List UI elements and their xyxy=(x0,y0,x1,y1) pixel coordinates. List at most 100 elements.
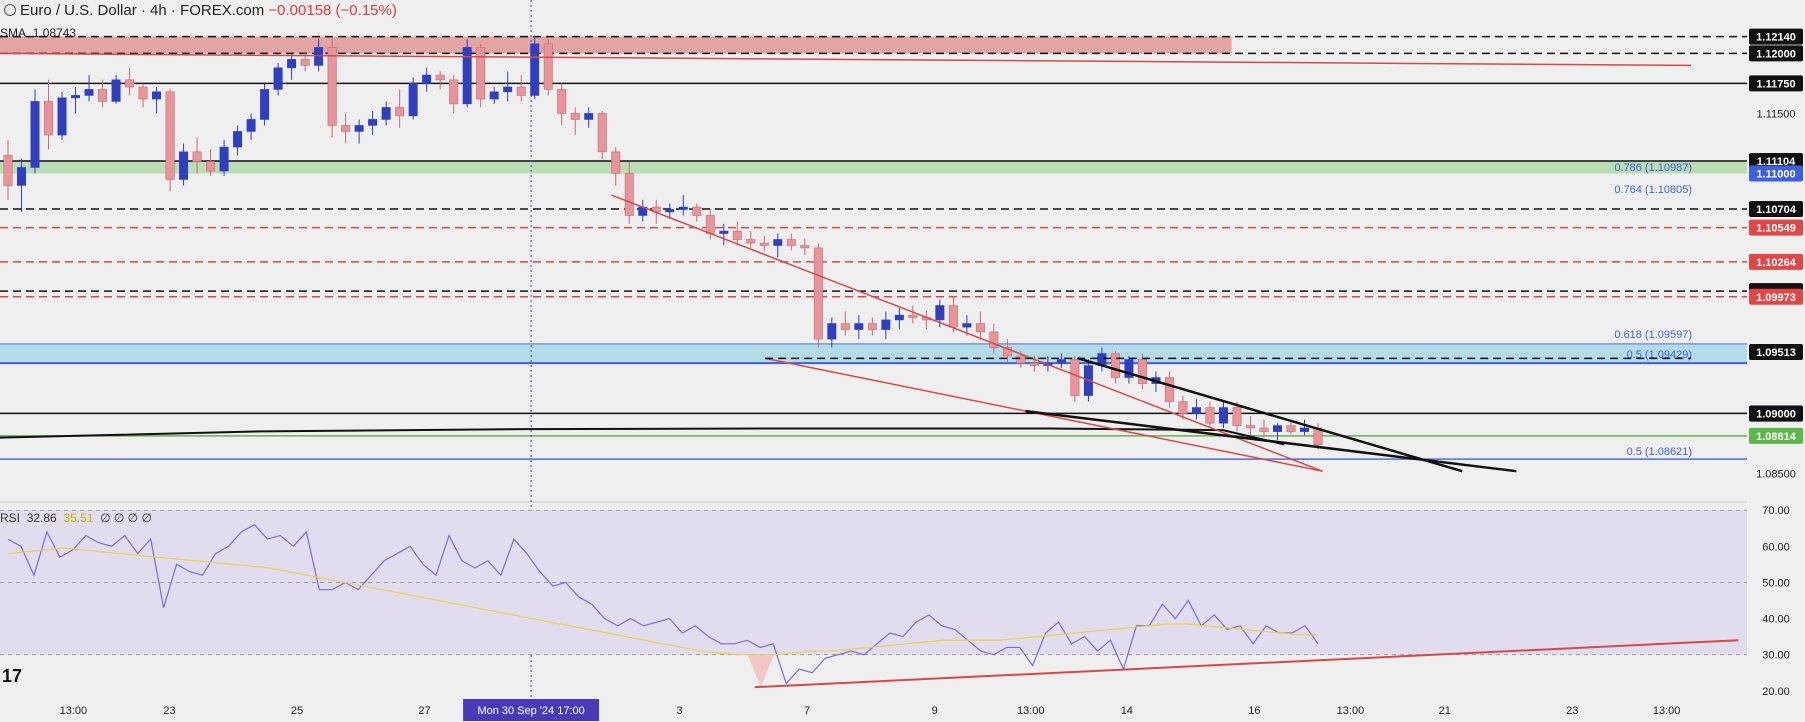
symbol-title[interactable]: Euro / U.S. Dollar · 4h · FOREX.com xyxy=(20,2,265,19)
price-label-15[interactable]: 1.08814 xyxy=(1756,431,1797,443)
candle-body-95 xyxy=(1286,425,1296,432)
candle-body-71 xyxy=(962,323,972,328)
zone-fib-green xyxy=(0,160,1747,174)
time-label-2[interactable]: 25 xyxy=(291,705,303,717)
price-label-4[interactable]: 1.11104 xyxy=(1757,156,1796,168)
time-label-14[interactable]: 13:00 xyxy=(1653,705,1681,717)
candle-body-43 xyxy=(584,113,594,120)
price-label-bg-7 xyxy=(1749,219,1803,236)
price-label-3[interactable]: 1.11500 xyxy=(1757,108,1796,120)
trendline-red-top-resistance xyxy=(0,52,1692,67)
candle-body-2 xyxy=(30,101,40,168)
candle-body-29 xyxy=(395,107,405,117)
crosshair-time-label[interactable]: Mon 30 Sep '24 17:00 xyxy=(477,705,584,717)
price-label-14[interactable]: 1.09000 xyxy=(1756,409,1796,421)
candle-body-19 xyxy=(260,89,270,120)
candle-body-60 xyxy=(813,247,823,340)
time-label-11[interactable]: 13:00 xyxy=(1337,705,1365,717)
price-label-bg-8 xyxy=(1749,253,1803,270)
trendline-red-channel-bottom xyxy=(765,357,1323,472)
price-label-5[interactable]: 1.11000 xyxy=(1756,168,1795,180)
candle-body-17 xyxy=(233,131,243,148)
tradingview-logo[interactable]: 17 xyxy=(2,666,23,686)
candle-body-10 xyxy=(138,86,148,100)
time-label-8[interactable]: 13:00 xyxy=(1017,705,1045,717)
rsi-ma-value: 35.51 xyxy=(63,511,94,525)
time-label-5[interactable]: 3 xyxy=(677,705,683,717)
candle-body-73 xyxy=(989,331,999,348)
candle-body-83 xyxy=(1124,359,1134,378)
sma-legend[interactable]: SMA 1.08743 xyxy=(0,26,76,40)
sma-value: 1.08743 xyxy=(32,26,77,40)
rsi-tick-5: 20.00 xyxy=(1762,686,1790,698)
time-label-12[interactable]: 21 xyxy=(1439,705,1451,717)
candle-body-20 xyxy=(273,67,283,90)
price-label-bg-2 xyxy=(1749,75,1803,92)
price-axis-background xyxy=(1747,0,1805,722)
candle-body-4 xyxy=(57,97,67,136)
candle-body-31 xyxy=(422,74,432,84)
time-label-6[interactable]: 7 xyxy=(804,705,810,717)
time-label-7[interactable]: 9 xyxy=(932,705,938,717)
time-label-3[interactable]: 27 xyxy=(418,705,430,717)
candle-body-79 xyxy=(1070,359,1080,396)
price-label-11[interactable]: 1.09973 xyxy=(1756,292,1796,304)
candle-body-54 xyxy=(732,230,742,240)
price-label-bg-11 xyxy=(1749,288,1803,305)
time-label-9[interactable]: 14 xyxy=(1121,705,1133,717)
price-label-bg-5 xyxy=(1749,165,1803,182)
candle-body-49 xyxy=(665,209,675,213)
candle-body-58 xyxy=(786,239,796,246)
candle-body-84 xyxy=(1137,359,1147,384)
price-label-8[interactable]: 1.10264 xyxy=(1756,257,1797,269)
candle-body-92 xyxy=(1245,425,1255,429)
fib-label-2: 0.618 (1.09597) xyxy=(1614,329,1692,341)
candle-body-86 xyxy=(1164,377,1174,402)
candle-body-39 xyxy=(530,43,540,96)
candle-body-89 xyxy=(1205,407,1215,424)
price-label-2[interactable]: 1.11750 xyxy=(1756,78,1795,90)
candle-body-37 xyxy=(503,86,513,93)
candle-body-45 xyxy=(611,151,621,174)
candle-body-87 xyxy=(1178,401,1188,414)
candle-body-53 xyxy=(719,230,729,234)
zone-fib-blue xyxy=(0,343,1747,364)
fib-label-1: 0.764 (1.10805) xyxy=(1614,184,1692,196)
time-label-1[interactable]: 23 xyxy=(163,705,175,717)
candle-body-18 xyxy=(246,119,256,132)
candle-body-1 xyxy=(17,167,26,186)
price-label-1[interactable]: 1.12000 xyxy=(1756,48,1796,60)
candle-body-57 xyxy=(773,239,783,246)
time-label-10[interactable]: 16 xyxy=(1248,705,1260,717)
rsi-tick-0: 70.00 xyxy=(1762,505,1790,517)
trendline-black-wedge-top xyxy=(1077,357,1463,473)
rsi-tick-4: 30.00 xyxy=(1762,650,1790,662)
price-label-6[interactable]: 1.10704 xyxy=(1756,204,1797,216)
price-label-16[interactable]: 1.08500 xyxy=(1756,469,1796,481)
candle-body-3 xyxy=(44,101,54,136)
time-label-0[interactable]: 13:00 xyxy=(60,705,88,717)
trendline-red-channel-top xyxy=(611,194,1323,472)
price-label-0[interactable]: 1.12140 xyxy=(1756,32,1796,44)
candle-body-42 xyxy=(570,113,580,120)
rsi-extra: ∅ ∅ ∅ ∅ xyxy=(100,511,152,525)
candle-body-5 xyxy=(71,95,81,99)
candle-body-24 xyxy=(327,47,337,126)
candle-body-75 xyxy=(1016,355,1026,364)
price-label-7[interactable]: 1.10549 xyxy=(1756,223,1796,235)
candle-body-27 xyxy=(368,119,378,126)
candle-body-78 xyxy=(1056,359,1066,364)
price-label-bg-1 xyxy=(1749,45,1803,62)
candle-body-63 xyxy=(854,323,864,330)
rsi-legend[interactable]: RSI 32.86 35.51 ∅ ∅ ∅ ∅ xyxy=(0,511,152,525)
price-label-12[interactable]: 1.09513 xyxy=(1756,347,1796,359)
zone-resistance xyxy=(0,36,1232,54)
price-label-bg-4 xyxy=(1749,152,1803,169)
price-label-bg-0 xyxy=(1749,28,1803,45)
time-label-13[interactable]: 23 xyxy=(1566,705,1578,717)
candle-body-25 xyxy=(341,125,351,132)
candle-body-7 xyxy=(98,89,108,102)
candle-body-35 xyxy=(476,47,486,100)
fib-label-3: 0.5 (1.09429) xyxy=(1627,349,1692,361)
